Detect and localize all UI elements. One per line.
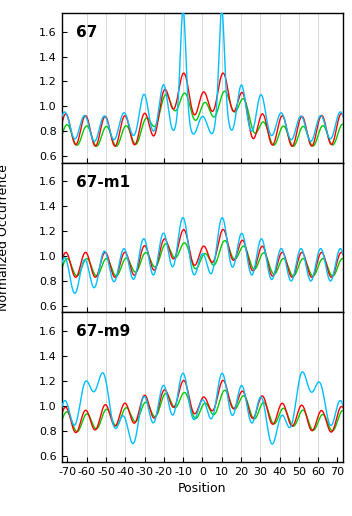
Text: 67-m1: 67-m1 — [76, 174, 130, 189]
Text: 67-m9: 67-m9 — [76, 324, 130, 339]
X-axis label: Position: Position — [178, 482, 227, 495]
Text: Normalized Occurrence: Normalized Occurrence — [0, 164, 10, 311]
Text: 67: 67 — [76, 25, 97, 40]
